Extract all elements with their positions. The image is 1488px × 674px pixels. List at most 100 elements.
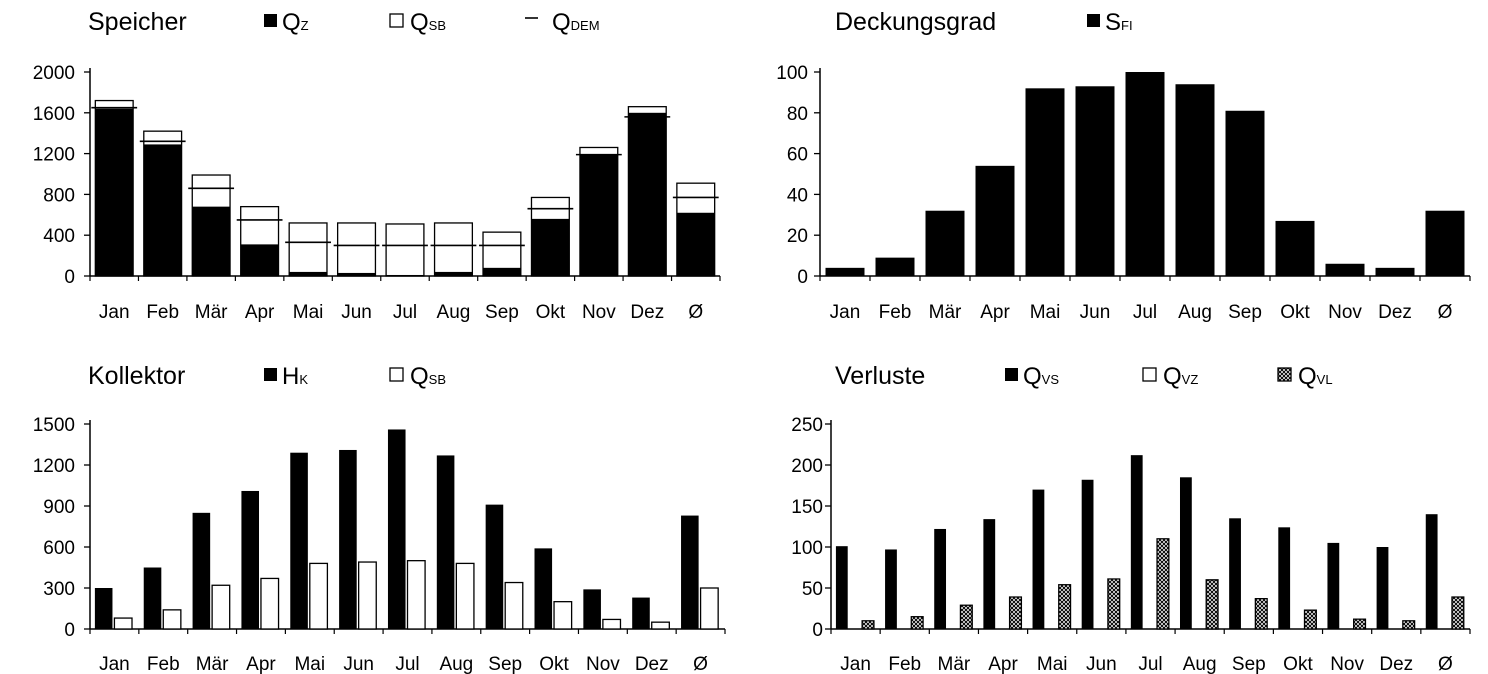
chart-speicher: Speicher QZ QSB QDEM 0 400 800 1200 1600 2000 Jan F… [33,8,721,323]
bar-sfi [1025,88,1065,276]
y-tick-label: 100 [791,538,823,559]
bar-sfi [1425,210,1465,276]
x-tick-label: Mär [195,302,228,323]
bar-q-z [676,212,715,276]
bar-hk [436,455,455,629]
bar-q-sb [288,222,328,277]
bar-sfi [975,165,1015,276]
bar-qvl [1107,578,1121,630]
bar-q-z [434,271,473,276]
bar-q-sb [385,223,425,277]
bar-qsb [504,581,524,630]
bar-qvs [1130,455,1143,629]
x-tick-label: Okt [539,654,569,674]
chart-verluste: Verluste QVS QVZ QVL 0 50 100 150 200 250 Jan Feb Mä… [791,362,1471,674]
legend-marker-solid [264,14,277,27]
x-tick-label: Feb [147,654,180,674]
x-tick-label: Nov [1328,302,1362,323]
legend-label: QSB [410,363,446,390]
bar-q-z [628,112,667,276]
bar-sfi [925,210,965,276]
y-tick-label: 200 [791,456,823,477]
legend-item-qz: QZ [264,9,309,36]
bar-qvs [835,546,848,629]
bar-qvs [1278,527,1291,629]
bar-qsb [260,577,280,630]
x-tick-label: Dez [635,654,669,674]
bar-qvl [1205,579,1219,630]
bar-sfi [1325,263,1365,276]
y-tick-label: 1600 [33,104,75,125]
chart-title: Kollektor [88,362,185,390]
bar-qvl [959,604,973,630]
bar-q-z [531,218,570,276]
bar-qvl [1402,620,1416,630]
y-tick-label: 0 [812,620,823,641]
x-tick-label: Sep [488,654,522,674]
bar-qvl [861,620,875,630]
bar-qsb [113,617,133,630]
bar-sfi [825,267,865,276]
bar-qvl [1353,618,1367,630]
legend-item-qvl: QVL [1277,363,1333,390]
x-tick-label: Dez [1378,302,1412,323]
x-tick-label: Ø [693,654,708,674]
bar-q-sb [433,222,474,277]
legend-item-qsb: QSB [389,363,446,390]
y-tick-label: 40 [787,185,808,206]
bar-qsb [602,618,622,630]
x-tick-label: Jun [343,654,374,674]
legend-item-qvz: QVZ [1142,363,1198,390]
y-tick-label: 900 [43,497,75,518]
chart-kollektor: Kollektor HK QSB 0 300 600 900 1200 1500 Jan Feb Mä… [33,362,726,674]
x-tick-label: Jun [1086,654,1117,674]
y-tick-label: 1200 [33,145,75,166]
bar-qsb [455,562,475,630]
bar-qvl [1254,598,1268,630]
x-tick-label: Okt [536,302,566,323]
bar-qvs [983,519,996,629]
bar-sfi [1375,267,1415,276]
x-tick-label: Jun [341,302,372,323]
bar-sfi [1125,72,1165,276]
y-tick-label: 80 [787,104,808,125]
bar-qvs [1425,514,1438,629]
bar-q-z [289,271,327,276]
y-tick-label: 800 [43,185,75,206]
y-tick-label: 0 [64,267,75,288]
bar-hk [192,512,211,629]
x-tick-label: Ø [1438,654,1453,674]
bar-qvl [1058,584,1072,630]
legend-label: QSB [410,9,446,36]
bar-qvs [1081,479,1094,629]
x-tick-label: Apr [246,654,276,674]
legend-label: QVZ [1163,363,1198,390]
bar-sfi [1175,84,1215,277]
chart-title: Speicher [88,8,187,36]
x-tick-label: Dez [1379,654,1413,674]
legend-item-qsb: QSB [389,9,446,36]
bar-qvs [1327,542,1340,629]
x-tick-label: Aug [437,302,471,323]
legend-label: QVS [1023,363,1059,390]
y-tick-label: 250 [791,415,823,436]
bar-q-z [579,154,618,276]
bar-qsb [406,560,426,630]
legend-label: QVL [1298,363,1333,390]
legend-label: QDEM [552,9,600,36]
bar-qvl [1008,596,1023,630]
bar-q-z [483,267,521,276]
legend-item-qdem: QDEM [525,9,600,36]
bar-qsb [553,601,573,630]
x-tick-label: Nov [586,654,620,674]
y-tick-label: 1500 [33,415,75,436]
y-tick-label: 50 [802,579,823,600]
y-tick-label: 0 [797,267,808,288]
bar-q-z [143,144,182,276]
legend-marker-hatched [1277,367,1292,382]
legend-item-hk: HK [264,363,308,390]
bar-q-z [337,272,376,276]
y-tick-label: 600 [43,538,75,559]
x-tick-label: Sep [1232,654,1266,674]
